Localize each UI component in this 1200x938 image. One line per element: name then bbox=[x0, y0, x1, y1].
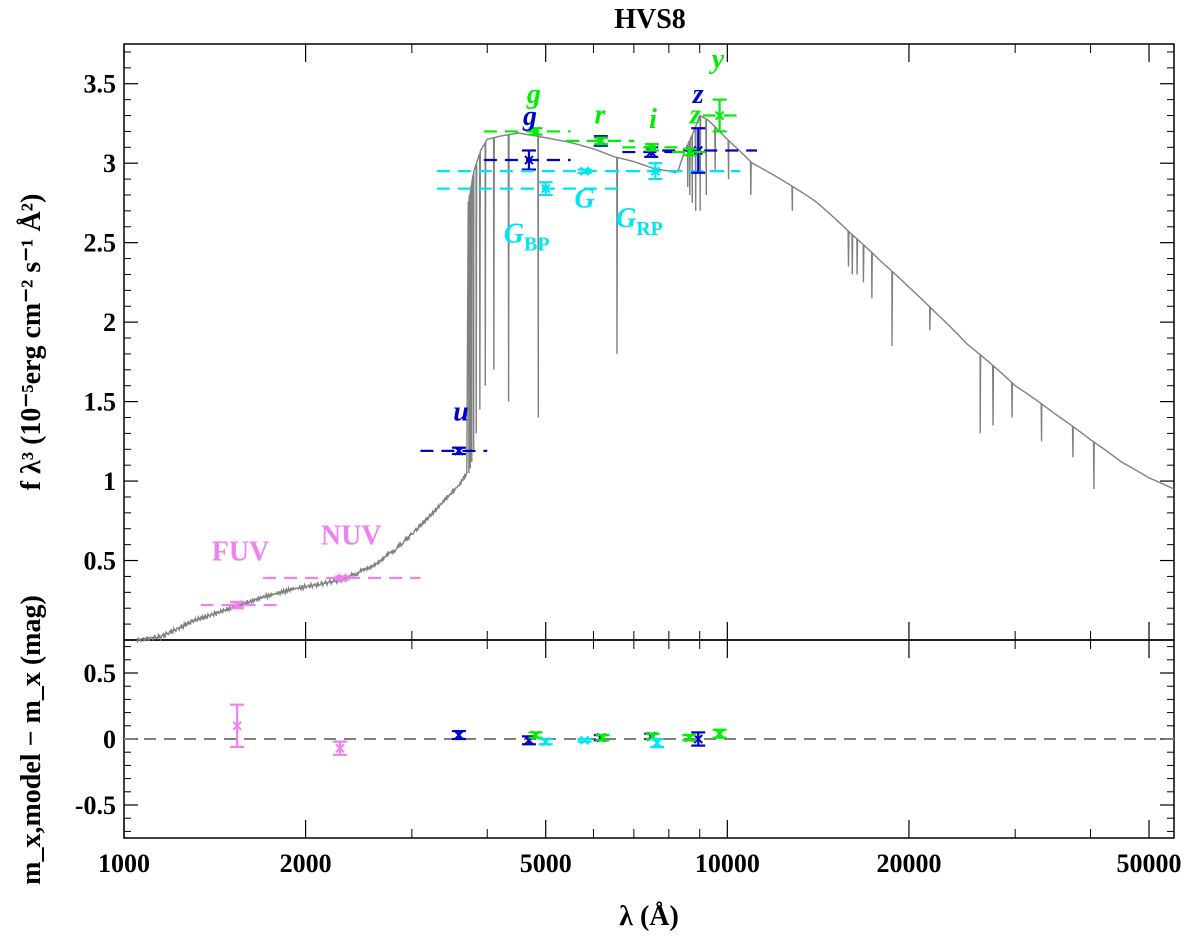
y-tick-label: 2 bbox=[103, 308, 116, 337]
y-tick-label: -0.5 bbox=[75, 791, 116, 820]
filter-label-g: g bbox=[522, 101, 537, 132]
data-marker bbox=[579, 166, 590, 176]
top-panel-axes: 0.5 1 1.5 2 2.5 3 3.5 bbox=[84, 51, 1174, 625]
residual-point-z bbox=[682, 732, 697, 743]
photometry-point-z bbox=[672, 147, 706, 157]
data-marker bbox=[714, 110, 725, 121]
photometry-point-g bbox=[436, 166, 741, 176]
spectrum-line bbox=[136, 114, 1175, 644]
data-marker bbox=[650, 166, 661, 176]
chart-title: HVS8 bbox=[614, 4, 686, 35]
photometry-point-z bbox=[662, 127, 758, 174]
filter-label-subscript: BP bbox=[524, 234, 550, 256]
x-tick-label: 5000 bbox=[520, 849, 572, 878]
data-marker bbox=[530, 126, 541, 137]
x-axis-label: λ (Å) bbox=[619, 901, 679, 932]
data-marker bbox=[714, 729, 725, 739]
bottom-panel-axes: -0.5 0 0.5 bbox=[75, 646, 1174, 832]
filter-label-g: g bbox=[526, 79, 541, 110]
photometry-point-g_rp bbox=[606, 162, 741, 181]
data-marker bbox=[232, 721, 242, 731]
filter-label-i: i bbox=[649, 104, 657, 135]
top-y-axis-label: f λ³ (10⁻⁵erg cm⁻² s⁻¹ Å²) bbox=[16, 194, 47, 491]
y-tick-label: 0.5 bbox=[84, 659, 117, 688]
photometry-points bbox=[200, 98, 758, 610]
residual-point-nuv bbox=[332, 740, 347, 756]
photometry-point-nuv bbox=[263, 573, 421, 583]
model-spectrum bbox=[136, 114, 1175, 644]
x-tick-label: 20000 bbox=[876, 849, 941, 878]
photometry-point-r bbox=[565, 136, 634, 146]
bottom-y-axis-label: m_x,model − m_x (mag) bbox=[16, 595, 47, 885]
residual-point-z bbox=[691, 731, 706, 747]
data-marker bbox=[693, 734, 703, 744]
x-tick-label: 2000 bbox=[280, 849, 332, 878]
data-marker bbox=[647, 142, 657, 153]
data-marker bbox=[454, 730, 464, 740]
photometry-point-fuv bbox=[200, 600, 279, 610]
data-marker bbox=[337, 573, 347, 583]
residual-point-u bbox=[451, 729, 466, 741]
filter-label-g: GRP bbox=[616, 203, 663, 240]
filter-label-z: z bbox=[692, 79, 704, 110]
filter-label-z: z bbox=[689, 99, 701, 130]
y-tick-label: 0.5 bbox=[84, 547, 117, 576]
residual-point-g_rp bbox=[650, 737, 665, 749]
filter-label-g: GBP bbox=[504, 219, 550, 256]
filter-label-g: G bbox=[574, 184, 594, 215]
data-marker bbox=[684, 732, 695, 743]
residual-point-g bbox=[528, 730, 543, 740]
data-marker bbox=[540, 736, 551, 747]
filter-label-subscript: RP bbox=[636, 218, 663, 240]
filter-label-r: r bbox=[594, 99, 606, 130]
data-marker bbox=[530, 730, 541, 740]
data-marker bbox=[597, 732, 608, 743]
filter-annotations: FUV NUV u gg r i zzy GBP G GRP bbox=[212, 44, 725, 568]
filter-label-y: y bbox=[709, 44, 725, 75]
data-marker bbox=[232, 600, 242, 610]
data-marker bbox=[596, 136, 606, 146]
filter-label-u: u bbox=[453, 397, 469, 428]
y-tick-label: 1 bbox=[103, 467, 116, 496]
data-marker bbox=[540, 183, 551, 194]
data-marker bbox=[335, 743, 345, 753]
y-tick-label: 3 bbox=[103, 149, 116, 178]
x-tick-label: 50000 bbox=[1117, 849, 1182, 878]
photometry-point-g bbox=[483, 126, 571, 137]
y-tick-label: 2.5 bbox=[84, 229, 117, 258]
y-tick-label: 0 bbox=[103, 725, 116, 754]
data-marker bbox=[652, 738, 662, 748]
data-marker bbox=[524, 155, 534, 165]
data-marker bbox=[685, 147, 695, 157]
photometry-point-i bbox=[622, 142, 682, 153]
residual-point-g_bp bbox=[538, 736, 553, 747]
residual-point-y bbox=[712, 728, 727, 739]
residual-points bbox=[230, 703, 727, 756]
x-tick-label: 10000 bbox=[695, 849, 760, 878]
filter-label-fuv: FUV bbox=[212, 537, 270, 568]
y-tick-label: 1.5 bbox=[84, 388, 117, 417]
photometry-point-u bbox=[420, 446, 488, 456]
x-tick-label: 1000 bbox=[98, 849, 150, 878]
residual-point-fuv bbox=[230, 703, 245, 749]
photometry-point-g_bp bbox=[436, 181, 623, 197]
photometry-point-y bbox=[702, 98, 738, 133]
y-tick-label: 3.5 bbox=[84, 70, 117, 99]
filter-label-nuv: NUV bbox=[321, 521, 382, 552]
x-axis: 1000 2000 5000 10000 20000 50000 bbox=[98, 44, 1182, 878]
data-marker bbox=[454, 446, 464, 456]
photometry-point-g bbox=[483, 149, 571, 171]
residual-point-g bbox=[577, 735, 592, 746]
data-marker bbox=[579, 735, 590, 746]
residual-point-r bbox=[595, 732, 610, 743]
